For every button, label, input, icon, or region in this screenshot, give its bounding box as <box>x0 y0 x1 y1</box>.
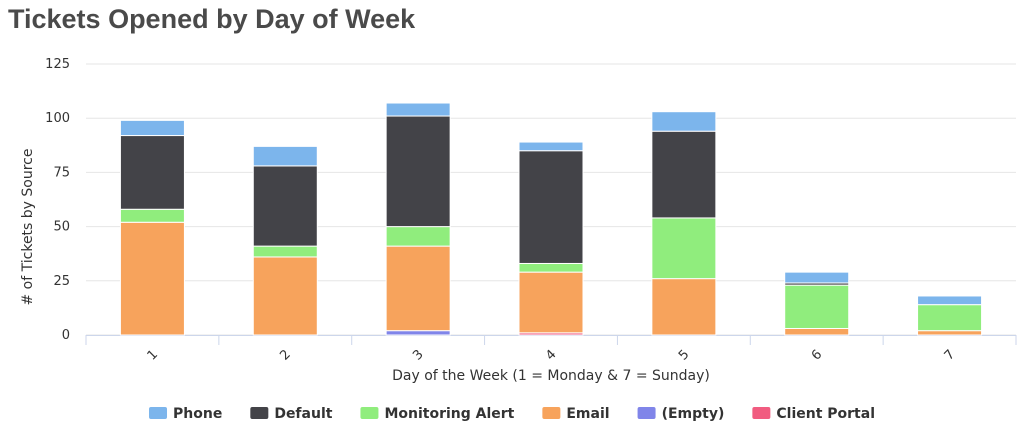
y-tick-label: 25 <box>53 274 70 289</box>
bar-segment-phone-day-4[interactable] <box>518 141 584 152</box>
bars <box>119 102 983 336</box>
legend-label: Phone <box>173 406 222 422</box>
legend-label: Client Portal <box>776 406 875 422</box>
x-tick-label: 7 <box>942 347 958 363</box>
legend-swatch <box>360 407 379 419</box>
x-tick-label: 1 <box>145 347 161 363</box>
legend-label: Email <box>566 406 609 422</box>
bar-segment-default-day-2[interactable] <box>252 165 318 247</box>
y-tick-label: 75 <box>53 165 70 180</box>
legend-item-client-portal[interactable]: Client Portal <box>752 406 875 422</box>
legend-label: Default <box>274 406 332 422</box>
bar-segment-default-day-4[interactable] <box>518 150 584 264</box>
bar-segment-phone-day-7[interactable] <box>917 295 983 306</box>
bar-segment-phone-day-5[interactable] <box>651 111 717 132</box>
legend-label: (Empty) <box>662 406 725 422</box>
legend-item-empty[interactable]: (Empty) <box>637 406 725 422</box>
y-axis-title: # of Tickets by Source <box>20 149 36 306</box>
bar-segment-email-day-7[interactable] <box>917 330 983 336</box>
x-tick-label: 2 <box>277 347 293 363</box>
y-axis-ticks: 0 25 50 75 100 125 <box>45 57 70 343</box>
x-tick-label: 4 <box>543 347 559 363</box>
bar-segment-email-day-1[interactable] <box>119 221 185 336</box>
legend: Phone Default Monitoring Alert Email (Empty)… <box>149 406 875 422</box>
bar-segment-monitoring-alert-day-5[interactable] <box>651 217 717 280</box>
bar-segment-phone-day-3[interactable] <box>385 102 451 117</box>
bar-segment-email-day-4[interactable] <box>518 271 584 334</box>
legend-swatch <box>752 407 771 419</box>
bar-segment-phone-day-6[interactable] <box>784 271 850 284</box>
bar-segment-monitoring-alert-day-2[interactable] <box>252 245 318 258</box>
legend-swatch <box>637 407 656 419</box>
bar-segment-email-day-6[interactable] <box>784 327 850 336</box>
legend-swatch <box>542 407 561 419</box>
bar-segment-phone-day-1[interactable] <box>119 119 185 137</box>
x-tick-label: 3 <box>410 347 426 363</box>
bar-segment-email-day-3[interactable] <box>385 245 451 332</box>
bar-segment-monitoring-alert-day-3[interactable] <box>385 226 451 247</box>
bar-segment-monitoring-alert-day-7[interactable] <box>917 304 983 332</box>
bar-segment-phone-day-2[interactable] <box>252 145 318 167</box>
legend-swatch <box>250 407 269 419</box>
y-tick-label: 125 <box>45 57 70 72</box>
chart-title: Tickets Opened by Day of Week <box>8 4 416 34</box>
bar-segment-default-day-3[interactable] <box>385 115 451 228</box>
x-tick-label: 5 <box>676 347 692 363</box>
bar-segment-monitoring-alert-day-6[interactable] <box>784 284 850 329</box>
bar-segment-email-day-2[interactable] <box>252 256 318 336</box>
legend-swatch <box>149 407 168 419</box>
y-tick-label: 0 <box>62 328 70 343</box>
legend-label: Monitoring Alert <box>384 406 514 422</box>
bar-segment-monitoring-alert-day-4[interactable] <box>518 262 584 273</box>
bar-segment-default-day-5[interactable] <box>651 130 717 219</box>
x-tick-label: 6 <box>809 347 825 363</box>
x-axis: 1 2 3 4 5 6 7 <box>85 335 1017 364</box>
bar-segment-email-day-5[interactable] <box>651 278 717 336</box>
bar-segment-monitoring-alert-day-1[interactable] <box>119 208 185 223</box>
bar-segment-empty-day-3[interactable] <box>385 330 451 336</box>
x-axis-title: Day of the Week (1 = Monday & 7 = Sunday… <box>392 368 710 384</box>
legend-item-default[interactable]: Default <box>250 406 333 422</box>
legend-item-email[interactable]: Email <box>542 406 610 422</box>
bar-segment-default-day-1[interactable] <box>119 135 185 210</box>
y-tick-label: 100 <box>45 111 70 126</box>
legend-item-monitoring-alert[interactable]: Monitoring Alert <box>360 406 515 422</box>
y-tick-label: 50 <box>53 220 70 235</box>
legend-item-phone[interactable]: Phone <box>149 406 222 422</box>
